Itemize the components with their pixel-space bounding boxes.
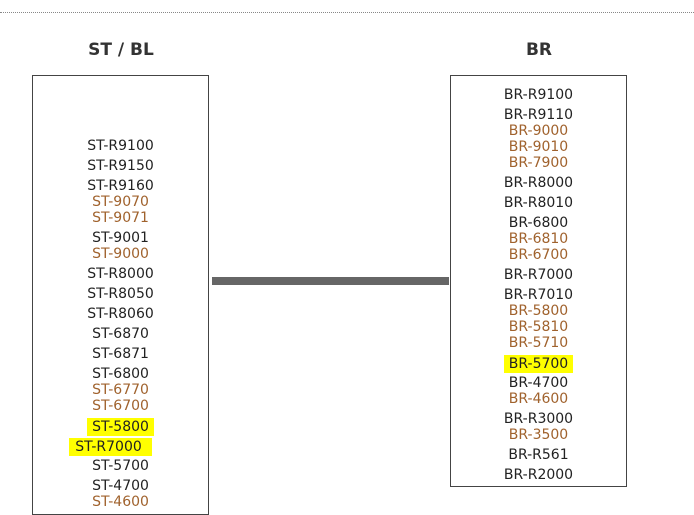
item-label: ST-5700 [92, 458, 149, 474]
item-label: ST-6871 [92, 346, 149, 362]
item-label: ST-4600 [92, 494, 149, 510]
item-label: ST-5800 [87, 418, 154, 436]
item-label: ST-R8000 [87, 266, 154, 282]
item-label: BR-R2000 [503, 467, 574, 483]
item-label: BR-4700 [508, 375, 569, 391]
st-bl-list-box: ST-R9100 ST-R9150 ST-R9160 ST-9070 ST-9071 ST… [32, 75, 209, 515]
list-item: ST-6800 [33, 366, 208, 382]
item-label: BR-R9100 [503, 87, 574, 103]
list-item: ST-4700 [33, 478, 208, 494]
list-item: BR-R561 [451, 447, 626, 463]
list-item: BR-4700 [451, 375, 626, 391]
list-item: ST-R9100 [33, 138, 208, 154]
item-label: BR-R561 [508, 447, 569, 463]
list-item: ST-R8000 [33, 266, 208, 282]
item-label: BR-5710 [508, 335, 569, 351]
item-label: BR-4600 [508, 391, 569, 407]
item-label: ST-4700 [92, 478, 149, 494]
column-title-st-bl: ST / BL [88, 40, 154, 60]
item-label: ST-6700 [92, 398, 149, 414]
list-item: ST-9000 [33, 246, 208, 262]
list-item: BR-7900 [451, 155, 626, 171]
list-item: ST-R8050 [33, 286, 208, 302]
list-item: BR-5800 [451, 303, 626, 319]
item-label: BR-R8000 [503, 175, 574, 191]
item-label: ST-6770 [92, 382, 149, 398]
list-item: ST-R8060 [33, 306, 208, 322]
list-item: BR-R9110 [451, 107, 626, 123]
list-item: ST-6870 [33, 326, 208, 342]
compatibility-connector [212, 277, 449, 285]
list-item: BR-R9100 [451, 87, 626, 103]
item-label: BR-7900 [508, 155, 569, 171]
list-item: BR-R3000 [451, 411, 626, 427]
item-label: ST-R9100 [87, 138, 154, 154]
list-item: BR-5710 [451, 335, 626, 351]
list-item: ST-R9150 [33, 158, 208, 174]
list-item: ST-R7000 [13, 438, 208, 456]
item-label: BR-9010 [508, 139, 569, 155]
item-label: BR-6700 [508, 247, 569, 263]
list-item: BR-6810 [451, 231, 626, 247]
list-item: ST-9070 [33, 194, 208, 210]
item-label: BR-5810 [508, 319, 569, 335]
list-item: BR-R8000 [451, 175, 626, 191]
dotted-divider [0, 12, 694, 13]
list-item: BR-5700 [451, 355, 626, 373]
item-label: BR-3500 [508, 427, 569, 443]
list-item: ST-6770 [33, 382, 208, 398]
list-item: BR-6800 [451, 215, 626, 231]
item-label: ST-R8060 [87, 306, 154, 322]
list-item: BR-R8010 [451, 195, 626, 211]
item-label: BR-9000 [508, 123, 569, 139]
list-item: ST-9001 [33, 230, 208, 246]
item-label: BR-6800 [508, 215, 569, 231]
item-label: ST-9070 [92, 194, 149, 210]
item-label: ST-R7000 [69, 438, 152, 456]
list-item: BR-6700 [451, 247, 626, 263]
list-item: ST-5800 [33, 418, 208, 436]
item-label: ST-R8050 [87, 286, 154, 302]
list-item: ST-4600 [33, 494, 208, 510]
item-label: BR-R7000 [503, 267, 574, 283]
item-label: BR-6810 [508, 231, 569, 247]
br-list-box: BR-R9100 BR-R9110 BR-9000 BR-9010 BR-7900 BR-… [450, 75, 627, 487]
item-label: ST-9001 [92, 230, 149, 246]
item-label: ST-R9160 [87, 178, 154, 194]
list-item: BR-3500 [451, 427, 626, 443]
item-label: ST-6800 [92, 366, 149, 382]
list-item: BR-5810 [451, 319, 626, 335]
item-label: ST-R9150 [87, 158, 154, 174]
list-item: ST-5700 [33, 458, 208, 474]
list-item: BR-R7000 [451, 267, 626, 283]
list-item: BR-9000 [451, 123, 626, 139]
list-item: ST-R9160 [33, 178, 208, 194]
item-label: ST-6870 [92, 326, 149, 342]
list-item: BR-9010 [451, 139, 626, 155]
list-item: BR-R2000 [451, 467, 626, 483]
list-item: BR-R7010 [451, 287, 626, 303]
list-item: ST-6700 [33, 398, 208, 414]
item-label: BR-R9110 [503, 107, 574, 123]
item-label: BR-R3000 [503, 411, 574, 427]
column-title-br: BR [525, 40, 553, 60]
item-label: BR-R7010 [503, 287, 574, 303]
item-label: BR-5800 [508, 303, 569, 319]
item-label: BR-5700 [503, 355, 574, 373]
list-item: ST-6871 [33, 346, 208, 362]
item-label: ST-9071 [92, 210, 149, 226]
item-label: BR-R8010 [503, 195, 574, 211]
list-item: BR-4600 [451, 391, 626, 407]
list-item: ST-9071 [33, 210, 208, 226]
item-label: ST-9000 [92, 246, 149, 262]
